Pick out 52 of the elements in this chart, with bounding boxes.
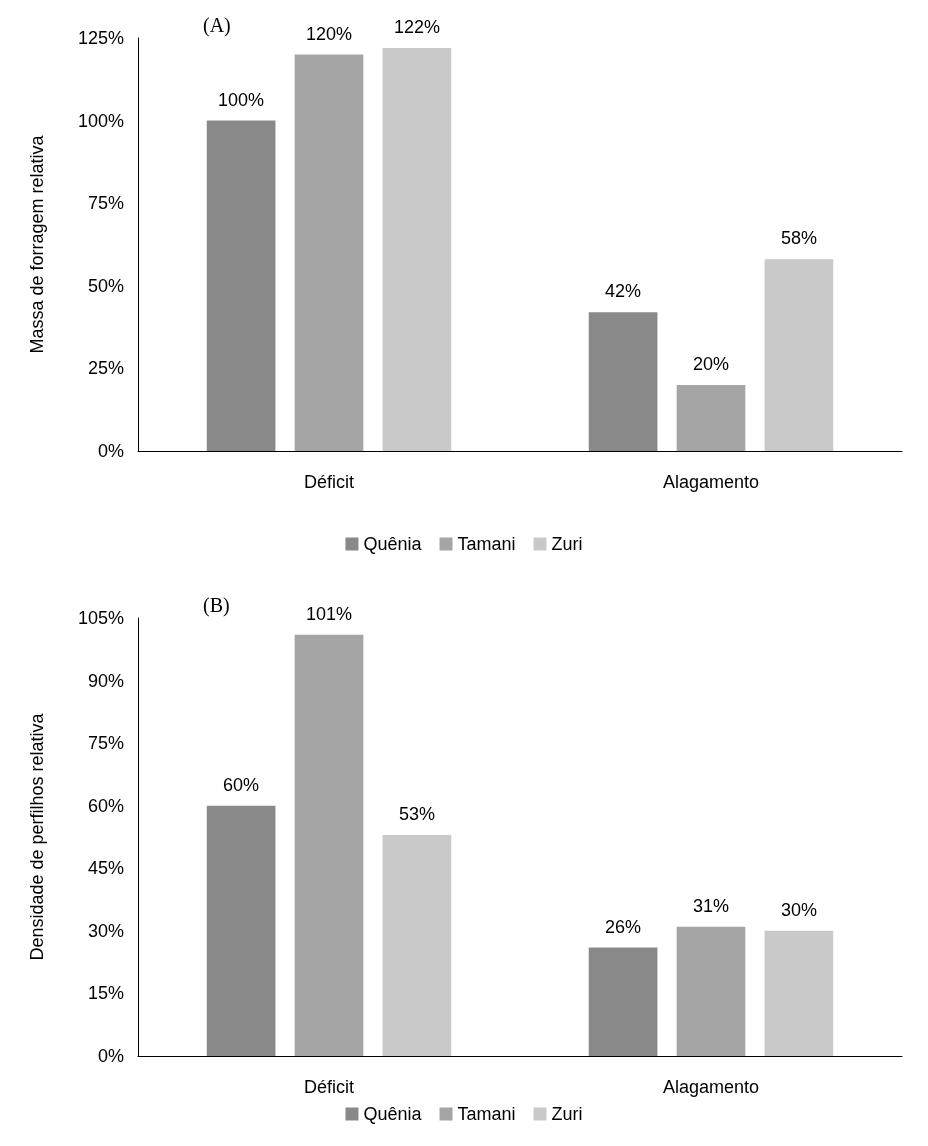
y-tick-label: 45% — [87, 858, 124, 879]
bar — [382, 47, 452, 451]
y-tick-label: 75% — [87, 733, 124, 754]
data-label: 30% — [780, 899, 817, 920]
y-tick-label: 60% — [87, 795, 124, 816]
data-label: 58% — [780, 228, 817, 249]
y-tick-label: 75% — [87, 193, 124, 214]
y-tick-label: 30% — [87, 920, 124, 941]
bar — [764, 930, 834, 1056]
y-tick-label: 0% — [97, 1046, 124, 1066]
legend-label: Zuri — [551, 534, 583, 554]
chart-title: (B) — [203, 594, 230, 617]
y-tick-label: 0% — [97, 441, 124, 461]
y-axis-title: Densidade de perfilhos relativa — [27, 712, 47, 961]
y-tick-label: 15% — [87, 983, 124, 1004]
bar — [382, 834, 452, 1056]
data-label: 120% — [305, 23, 353, 44]
legend-label: Zuri — [551, 1104, 583, 1124]
y-tick-label: 100% — [77, 110, 124, 131]
legend-label: Tamani — [457, 534, 516, 554]
x-tick-label: Alagamento — [662, 1077, 760, 1097]
data-label: 42% — [605, 281, 642, 302]
legend-label: Quênia — [363, 534, 423, 554]
bar — [294, 634, 364, 1056]
y-tick-label: 25% — [87, 358, 124, 379]
legend-label: Tamani — [457, 1104, 516, 1124]
data-label: 122% — [393, 16, 440, 37]
data-label: 100% — [218, 89, 265, 110]
bar — [676, 926, 746, 1056]
data-label: 20% — [692, 353, 730, 374]
data-label: 101% — [305, 603, 353, 624]
bar — [294, 54, 364, 451]
bar — [764, 259, 834, 451]
bar — [206, 805, 276, 1056]
data-label: 26% — [605, 916, 642, 937]
y-tick-label: 90% — [87, 670, 124, 691]
data-label: 60% — [223, 774, 260, 795]
x-tick-label: Déficit — [303, 472, 355, 492]
data-label: 31% — [692, 895, 730, 916]
bar — [588, 312, 658, 451]
y-tick-label: 50% — [87, 275, 124, 296]
x-tick-label: Alagamento — [662, 472, 760, 492]
y-axis-title: Massa de forragem relativa — [27, 134, 47, 354]
legend-label: Quênia — [363, 1104, 423, 1124]
data-label: 53% — [398, 803, 435, 824]
y-tick-label: 125% — [77, 28, 124, 48]
bar — [676, 384, 746, 451]
x-tick-label: Déficit — [303, 1077, 355, 1097]
y-tick-label: 105% — [77, 608, 124, 628]
chart-title: (A) — [203, 14, 231, 37]
bar — [588, 947, 658, 1056]
bar — [206, 120, 276, 451]
